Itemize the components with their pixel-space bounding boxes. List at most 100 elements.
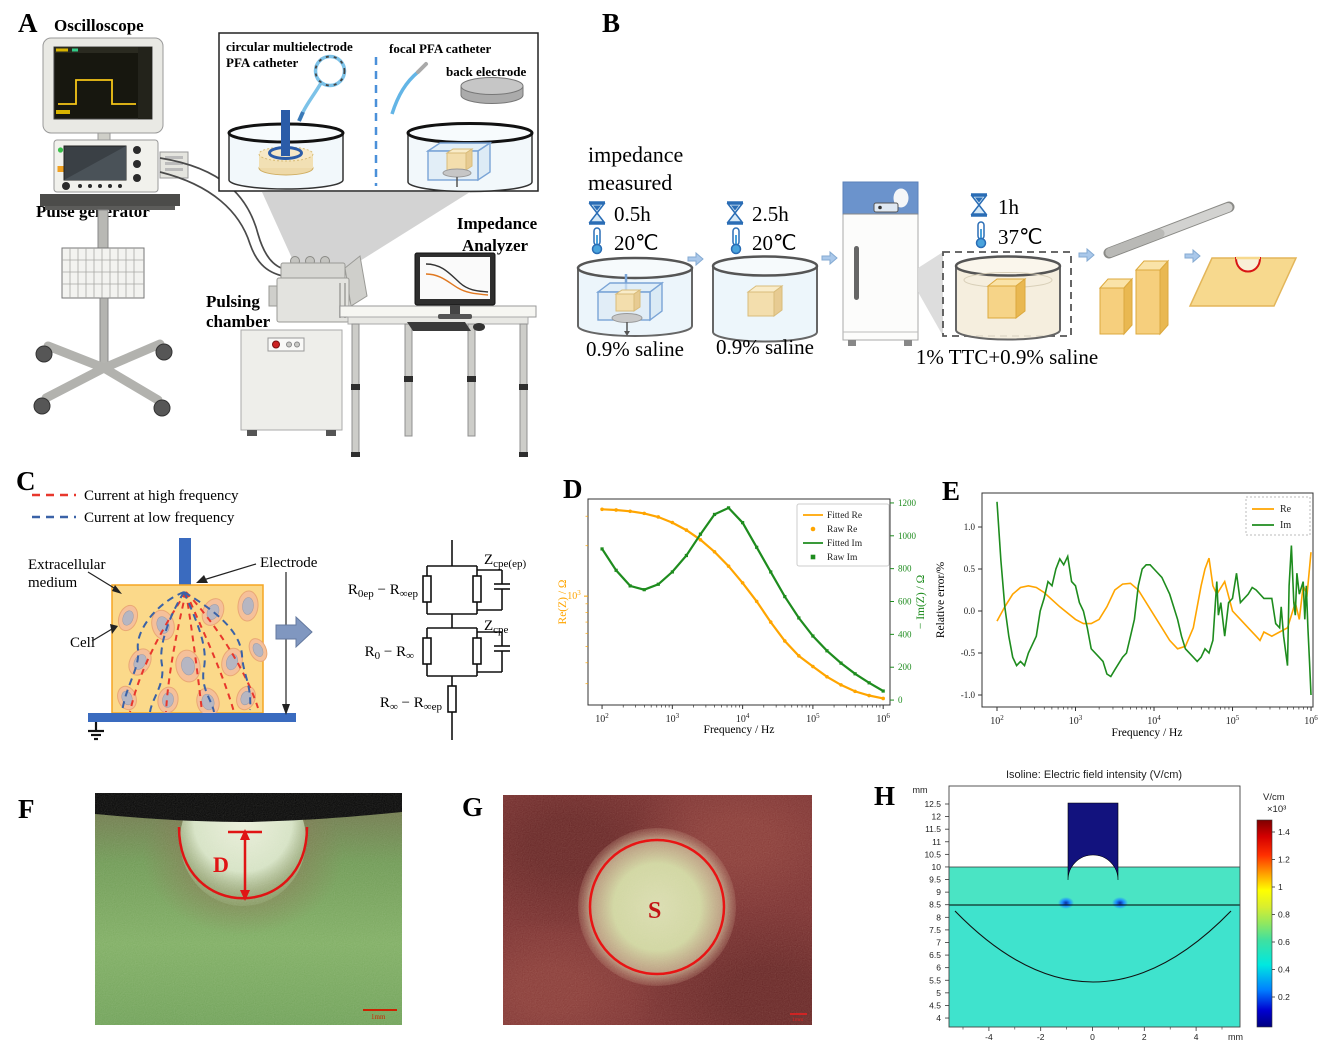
- panel-label-c: C: [16, 470, 36, 496]
- h-colorbar-scale: ×10³: [1267, 804, 1286, 815]
- arrow-right-icon: [1184, 248, 1201, 264]
- svg-text:0.4: 0.4: [1278, 965, 1290, 975]
- svg-text:1: 1: [1278, 882, 1283, 892]
- zoom-funnel: [262, 192, 470, 276]
- step2-label: 0.9% saline: [716, 335, 814, 359]
- svg-text:600: 600: [898, 597, 912, 607]
- arrow-right-icon: [687, 251, 704, 267]
- h-x-unit: mm: [1228, 1032, 1243, 1041]
- panel-label-h: H: [874, 781, 895, 811]
- svg-text:104: 104: [736, 712, 750, 725]
- legend-high-freq-label: Current at high frequency: [84, 488, 239, 504]
- incubator-illustration: [842, 181, 919, 346]
- svg-text:5: 5: [936, 988, 941, 998]
- svg-text:103: 103: [1069, 714, 1083, 727]
- depth-marker-label: D: [213, 852, 229, 877]
- h-colorbar-unit: V/cm: [1263, 792, 1285, 803]
- svg-text:4.5: 4.5: [929, 1000, 941, 1010]
- svg-text:11.5: 11.5: [925, 824, 941, 834]
- svg-text:Raw Re: Raw Re: [827, 525, 857, 535]
- svg-text:-0.5: -0.5: [961, 648, 976, 658]
- h-y-unit: mm: [913, 785, 928, 795]
- panel-label-a: A: [18, 8, 38, 38]
- panel-label-e: E: [942, 476, 960, 506]
- micrograph-f-image: [95, 793, 402, 1025]
- svg-text:0.5: 0.5: [964, 564, 976, 574]
- hourglass-icon: [726, 201, 744, 225]
- equivalent-circuit: [422, 540, 510, 740]
- svg-text:4: 4: [1194, 1032, 1199, 1041]
- extracellular-label-2: medium: [28, 575, 77, 591]
- svg-text:12: 12: [932, 812, 942, 822]
- cells: [117, 590, 268, 717]
- svg-text:400: 400: [898, 629, 912, 639]
- scalpel-icon: [1103, 201, 1235, 259]
- high-frequency-current-lines: [129, 591, 259, 713]
- svg-text:11: 11: [932, 837, 941, 847]
- tissue-slice-illustration: [1188, 256, 1298, 307]
- svg-text:7.5: 7.5: [929, 925, 941, 935]
- svg-text:Re: Re: [1280, 504, 1292, 515]
- electrode-rod: [281, 110, 290, 156]
- rolling-stand-illustration: [33, 194, 180, 417]
- circuit-label-zcpe-ep: Zcpe(ep): [484, 552, 526, 570]
- svg-text:0.0: 0.0: [964, 606, 976, 616]
- panel-label-f: F: [18, 794, 35, 824]
- back-electrode-disc: [460, 77, 524, 95]
- desk-illustration: [339, 305, 537, 457]
- circular-catheter-label-2: PFA catheter: [226, 55, 299, 70]
- svg-text:103: 103: [567, 589, 581, 602]
- focal-catheter-label: focal PFA catheter: [389, 41, 491, 56]
- scale-bar-label: 1mm: [371, 1013, 386, 1021]
- h-simulation-field: [948, 785, 1241, 1028]
- back-electrode-label: back electrode: [446, 64, 526, 79]
- svg-text:5.5: 5.5: [929, 975, 941, 985]
- svg-text:105: 105: [806, 712, 820, 725]
- step3-temp: 37℃: [998, 225, 1043, 249]
- panel-label-d: D: [563, 474, 583, 504]
- pulse-generator-illustration: [53, 139, 189, 193]
- panel-h-field-simulation: H Isoline: Electric field intensity (V/c…: [874, 769, 1290, 1041]
- panel-f-depth-micrograph: F D 1mm: [18, 793, 402, 1025]
- impedance-measured-2: measured: [588, 170, 672, 195]
- svg-text:0: 0: [898, 695, 903, 705]
- panel-label-g: G: [462, 792, 483, 822]
- svg-text:104: 104: [1147, 714, 1161, 727]
- thermometer-icon: [730, 227, 742, 255]
- svg-text:6: 6: [936, 963, 941, 973]
- lesion-depth-outline: [177, 826, 309, 900]
- hourglass-icon: [588, 201, 606, 225]
- ttc-beaker-illustration: [954, 255, 1062, 341]
- e-xaxis-label: Frequency / Hz: [1112, 727, 1183, 739]
- svg-text:12.5: 12.5: [924, 799, 941, 809]
- svg-text:Fitted Re: Fitted Re: [827, 511, 862, 521]
- svg-text:9.5: 9.5: [929, 875, 941, 885]
- panel-label-b: B: [602, 8, 620, 38]
- svg-text:1.4: 1.4: [1278, 827, 1290, 837]
- svg-text:102: 102: [595, 712, 609, 725]
- panel-e-error-chart: E Frequency / Hz Relative error/% 102 103…: [935, 476, 1318, 739]
- panel-c-model-illustration: C Current at high frequency Current at l…: [16, 470, 526, 741]
- panel-a-setup-illustration: A Oscilloscope Pulse generator: [18, 8, 539, 457]
- svg-text:200: 200: [898, 662, 912, 672]
- arrow-right-icon: [1078, 247, 1095, 263]
- svg-text:10: 10: [932, 862, 942, 872]
- field-gradient: [949, 905, 1240, 1017]
- h-electrode: [1067, 802, 1119, 881]
- svg-text:0.2: 0.2: [1278, 992, 1290, 1002]
- lesion-isoline: [954, 910, 1232, 983]
- svg-text:8.5: 8.5: [929, 900, 941, 910]
- svg-text:1.2: 1.2: [1278, 855, 1290, 865]
- lesion-surface-outline: [588, 838, 726, 976]
- circuit-label-zcpe: Zcpe: [484, 618, 509, 636]
- svg-text:8: 8: [936, 912, 941, 922]
- circuit-label-r0: R0 − R∞: [365, 644, 415, 662]
- beaker-cube-illustration: [711, 255, 819, 343]
- impedance-analyzer-label-2: Analyzer: [462, 236, 529, 255]
- d-right-yaxis-label: − Im(Z) / Ω: [915, 575, 927, 629]
- d-plot-area: 102 103 104 105 106 103 0 200 400 600 800 1000 1200 F…: [567, 498, 916, 725]
- step2-time: 2.5h: [752, 202, 789, 226]
- beaker-cuvette-illustration: [576, 256, 694, 337]
- svg-text:Raw Im: Raw Im: [827, 553, 858, 563]
- svg-text:0: 0: [1090, 1032, 1095, 1041]
